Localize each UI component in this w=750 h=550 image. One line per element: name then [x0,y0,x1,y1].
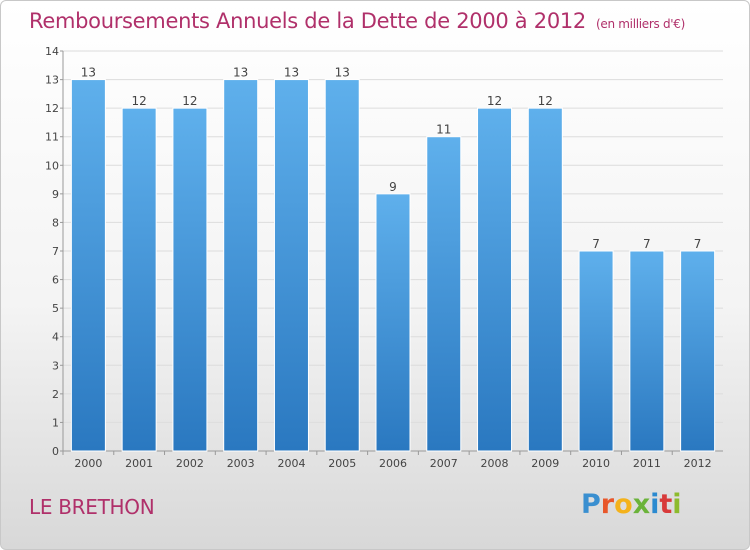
x-tick-label-2004: 2004 [277,457,305,470]
x-tick-label-2005: 2005 [328,457,356,470]
value-label-2005: 13 [335,66,350,80]
value-label-2008: 12 [487,94,502,108]
x-tick-label-2007: 2007 [430,457,458,470]
x-tick-label-2011: 2011 [633,457,661,470]
y-tick-label: 6 [52,274,59,287]
bars [70,79,716,452]
bar-2001 [121,107,157,452]
value-label-2000: 13 [81,66,96,80]
x-tick-labels: 2000 2001 2002 2003 2004 2005 2006 2007 2008 2009… [74,457,711,470]
bar-2012 [680,250,716,452]
y-tick-label: 2 [52,388,59,401]
bar-2002 [172,107,208,452]
value-label-2003: 13 [233,66,248,80]
y-tick-label: 0 [52,445,59,458]
bar-2008 [477,107,513,452]
chart-unit-note: (en milliers d'€) [596,17,686,31]
x-tick-label-2009: 2009 [531,457,559,470]
y-tick-label: 8 [52,216,59,229]
x-tick-label-2003: 2003 [227,457,255,470]
commune-name: LE BRETHON [29,495,155,519]
bar-2003 [223,79,259,452]
x-tick-label-2008: 2008 [481,457,509,470]
y-tick-label: 4 [52,331,59,344]
value-label-2001: 12 [132,94,147,108]
value-label-2011: 7 [643,237,651,251]
value-labels: 13 12 12 13 13 13 9 11 12 12 7 7 7 [81,66,702,251]
y-tick-label: 5 [52,302,59,315]
value-label-2004: 13 [284,66,299,80]
bar-2009 [527,107,563,452]
value-label-2012: 7 [694,237,702,251]
bar-2007 [426,136,462,452]
value-label-2009: 12 [538,94,553,108]
y-tick-label: 14 [45,45,59,58]
value-label-2007: 11 [436,123,451,137]
y-tick-label: 7 [52,245,59,258]
y-tick-label: 13 [45,74,59,87]
proxiti-logo: Proxiti [581,489,682,520]
bar-2006 [375,193,411,452]
x-tick-label-2002: 2002 [176,457,204,470]
chart-title-text: Remboursements Annuels de la Dette de 20… [29,9,586,33]
y-tick-label: 12 [45,102,59,115]
x-tick-label-2006: 2006 [379,457,407,470]
bar-2000 [70,79,106,452]
value-label-2006: 9 [389,180,397,194]
y-tick-label: 10 [45,159,59,172]
chart-title: Remboursements Annuels de la Dette de 20… [29,9,685,33]
x-tick-label-2001: 2001 [125,457,153,470]
bar-2004 [273,79,309,452]
bar-2010 [578,250,614,452]
value-label-2010: 7 [592,237,600,251]
y-tick-label: 3 [52,359,59,372]
value-label-2002: 12 [182,94,197,108]
y-tick-label: 9 [52,188,59,201]
x-tick-label-2010: 2010 [582,457,610,470]
bar-2005 [324,79,360,452]
bar-2011 [629,250,665,452]
x-tick-label-2000: 2000 [74,457,102,470]
x-tick-label-2012: 2012 [684,457,712,470]
y-tick-label: 1 [52,416,59,429]
y-tick-label: 11 [45,131,59,144]
